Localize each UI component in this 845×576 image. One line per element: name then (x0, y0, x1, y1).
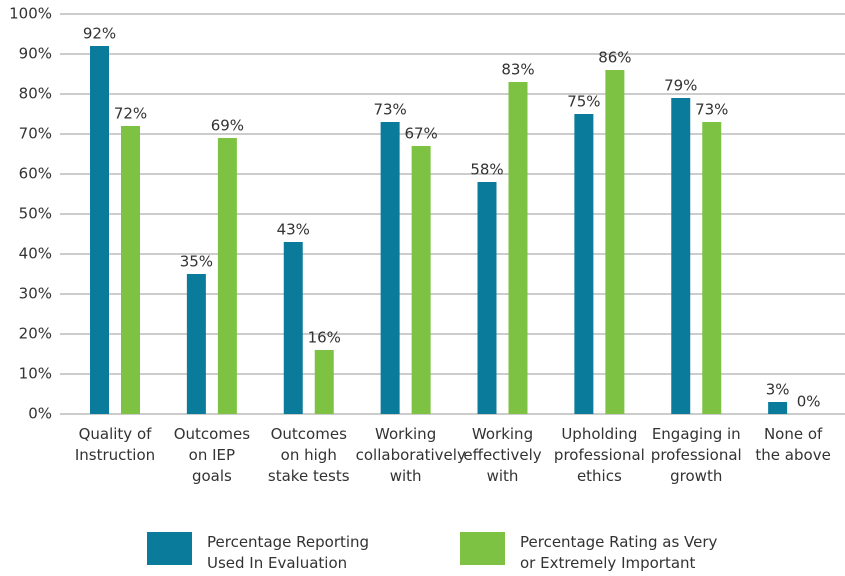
y-tick-label: 80% (19, 85, 52, 103)
bar (508, 82, 528, 414)
value-label: 73% (695, 101, 728, 119)
y-tick-label: 10% (19, 365, 52, 383)
x-tick-label: None of the above (755, 425, 831, 464)
bar (477, 182, 497, 414)
x-tick-label: Working collaboratively with (355, 425, 466, 485)
y-tick-label: 30% (19, 285, 52, 303)
legend-swatch (147, 532, 192, 565)
y-tick-label: 70% (19, 125, 52, 143)
bar (605, 70, 625, 414)
y-tick-label: 100% (9, 5, 52, 23)
bar (90, 46, 109, 414)
value-label: 75% (567, 93, 600, 111)
x-tick-label: Outcomes on IEP goals (173, 425, 251, 485)
value-label: 86% (598, 49, 631, 67)
value-label: 43% (277, 221, 310, 239)
bar (702, 122, 722, 414)
value-label: 83% (501, 61, 534, 79)
x-tick-label: Upholding professional ethics (553, 425, 645, 485)
legend-swatch (460, 532, 505, 565)
value-label: 72% (114, 105, 147, 123)
value-label: 69% (211, 117, 244, 135)
value-label: 16% (308, 329, 341, 347)
x-tick-label: Outcomes on high stake tests (267, 425, 350, 485)
x-tick-label: Engaging in professional growth (650, 425, 742, 485)
bar (186, 274, 206, 414)
legend-label: Percentage Rating as Very or Extremely I… (520, 533, 718, 572)
bar (217, 138, 237, 414)
bar (380, 122, 400, 414)
y-tick-label: 60% (19, 165, 52, 183)
bar (283, 242, 303, 414)
bar (121, 126, 140, 414)
value-label: 79% (664, 77, 697, 95)
bar (574, 114, 594, 414)
y-tick-label: 40% (19, 245, 52, 263)
bar (768, 402, 788, 414)
value-label: 58% (470, 161, 503, 179)
x-tick-label: Working effectively with (463, 425, 542, 485)
y-tick-label: 20% (19, 325, 52, 343)
bar (314, 350, 334, 414)
value-label: 0% (797, 393, 821, 411)
legend-label: Percentage Reporting Used In Evaluation (207, 533, 370, 572)
value-label: 73% (373, 101, 406, 119)
y-tick-label: 90% (19, 45, 52, 63)
y-tick-label: 50% (19, 205, 52, 223)
y-tick-label: 0% (28, 405, 52, 423)
value-label: 67% (404, 125, 437, 143)
value-label: 35% (180, 253, 213, 271)
value-label: 92% (83, 25, 116, 43)
bar (671, 98, 691, 414)
bar (411, 146, 431, 414)
x-tick-label: Quality of Instruction (74, 425, 156, 464)
value-label: 3% (766, 381, 790, 399)
